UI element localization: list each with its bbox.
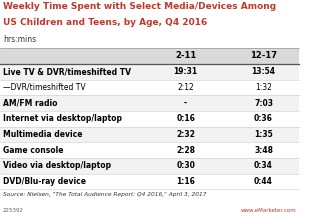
Text: 1:16: 1:16 <box>176 177 195 186</box>
Text: 3:48: 3:48 <box>254 146 273 155</box>
Text: 12-17: 12-17 <box>250 52 277 61</box>
Text: DVD/Blu-ray device: DVD/Blu-ray device <box>3 177 86 186</box>
Text: Source: Nielsen, "The Total Audience Report: Q4 2016," April 3, 2017: Source: Nielsen, "The Total Audience Rep… <box>3 192 206 196</box>
Text: 0:44: 0:44 <box>254 177 273 186</box>
Text: hrs:mins: hrs:mins <box>3 35 36 44</box>
Bar <box>0 174 299 189</box>
Text: 2:12: 2:12 <box>177 83 194 92</box>
Bar <box>0 64 299 80</box>
Text: Weekly Time Spent with Select Media/Devices Among: Weekly Time Spent with Select Media/Devi… <box>3 2 276 11</box>
Bar <box>0 95 299 111</box>
Text: 13:54: 13:54 <box>251 67 275 76</box>
Text: 0:30: 0:30 <box>176 161 195 170</box>
Text: 1:35: 1:35 <box>254 130 273 139</box>
Text: Internet via desktop/laptop: Internet via desktop/laptop <box>3 114 122 123</box>
Text: 2:28: 2:28 <box>176 146 195 155</box>
Text: 2:32: 2:32 <box>176 130 195 139</box>
Text: 19:31: 19:31 <box>174 67 198 76</box>
Text: Game console: Game console <box>3 146 64 155</box>
Bar <box>0 80 299 95</box>
Text: —DVR/timeshifted TV: —DVR/timeshifted TV <box>3 83 86 92</box>
Bar <box>0 142 299 158</box>
Text: AM/FM radio: AM/FM radio <box>3 99 57 108</box>
Text: -: - <box>184 99 187 108</box>
Text: 1:32: 1:32 <box>255 83 272 92</box>
Text: 7:03: 7:03 <box>254 99 273 108</box>
Bar <box>0 48 299 64</box>
Text: 225392: 225392 <box>3 208 24 213</box>
Text: 0:36: 0:36 <box>254 114 273 123</box>
Text: Video via desktop/laptop: Video via desktop/laptop <box>3 161 111 170</box>
Text: 0:34: 0:34 <box>254 161 273 170</box>
Text: www.eMarketer.com: www.eMarketer.com <box>241 208 296 213</box>
Bar <box>0 158 299 174</box>
Bar <box>0 111 299 127</box>
Text: 0:16: 0:16 <box>176 114 195 123</box>
Text: US Children and Teens, by Age, Q4 2016: US Children and Teens, by Age, Q4 2016 <box>3 18 207 27</box>
Bar <box>0 127 299 142</box>
Text: 2-11: 2-11 <box>175 52 196 61</box>
Text: Multimedia device: Multimedia device <box>3 130 83 139</box>
Text: Live TV & DVR/timeshifted TV: Live TV & DVR/timeshifted TV <box>3 67 131 76</box>
